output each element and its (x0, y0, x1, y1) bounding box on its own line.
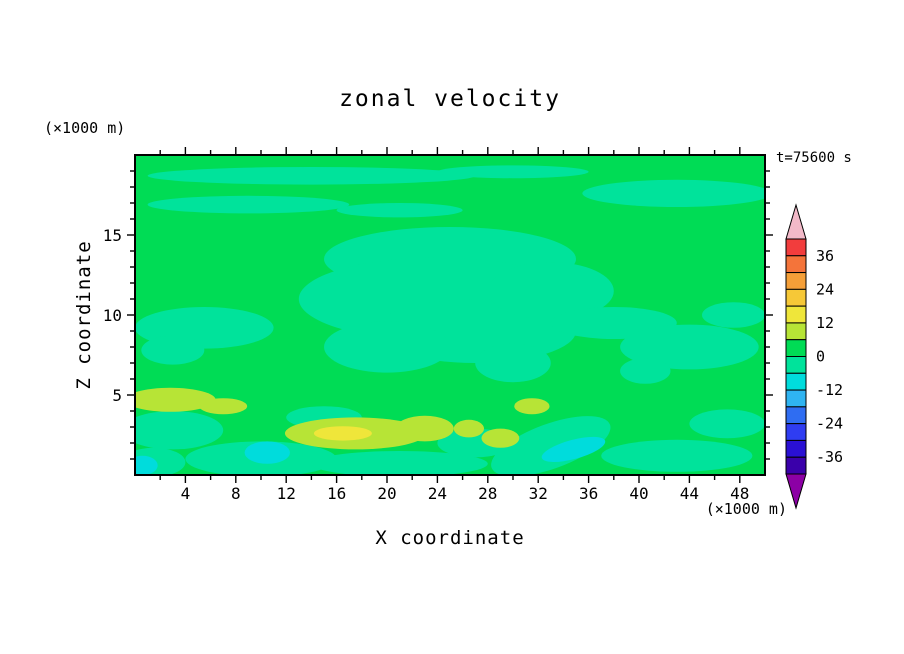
x-axis-title: X coordinate (375, 527, 525, 549)
x-tick-label: 44 (680, 484, 699, 503)
contour-region (147, 167, 476, 185)
y-axis-title: Z coordinate (73, 240, 95, 390)
contour-region (135, 455, 158, 475)
contour-region (475, 343, 551, 383)
colorbar-over-arrow (785, 203, 807, 240)
colorbar-segment (785, 322, 807, 341)
y-tick-label: 5 (112, 386, 122, 405)
contour-region (689, 409, 765, 439)
contour-region (147, 195, 350, 214)
colorbar-segment (785, 372, 807, 391)
colorbar-label: -12 (816, 381, 843, 399)
contour-region (601, 439, 753, 472)
contour-region (395, 415, 454, 442)
contour-region (620, 324, 759, 370)
colorbar-label: 24 (816, 280, 834, 298)
contour-region (336, 203, 463, 218)
colorbar-segment (785, 305, 807, 324)
y-tick-label: 15 (103, 226, 122, 245)
colorbar-segment (785, 456, 807, 475)
colorbar-segment (785, 339, 807, 358)
colorbar-label: 36 (816, 247, 834, 265)
x-tick-label: 8 (231, 484, 241, 503)
colorbar-label: 0 (816, 348, 825, 366)
chart-title: zonal velocity (339, 86, 561, 112)
colorbar-segment (785, 238, 807, 257)
contour-region (514, 398, 550, 415)
colorbar-segment (785, 356, 807, 374)
colorbar-segment (785, 288, 807, 307)
contour-region (141, 335, 205, 365)
contour-region (199, 398, 248, 415)
x-tick-label: 48 (730, 484, 749, 503)
colorbar-segment (785, 406, 807, 425)
colorbar-label: -36 (816, 448, 843, 466)
contour-region (481, 428, 520, 448)
contour-region (491, 416, 611, 475)
contour-region (324, 321, 450, 373)
contour-region (702, 302, 765, 328)
x-tick-label: 24 (428, 484, 447, 503)
y-axis-unit-label: (×1000 m) (44, 119, 126, 137)
x-tick-label: 40 (629, 484, 648, 503)
contour-region (313, 426, 372, 441)
contour-region (135, 387, 216, 412)
colorbar-segment (785, 389, 807, 408)
contour-region (453, 419, 485, 438)
x-tick-label: 12 (277, 484, 296, 503)
x-axis-unit-label: (×1000 m) (705, 500, 787, 518)
x-tick-label: 16 (327, 484, 346, 503)
x-tick-label: 36 (579, 484, 598, 503)
contour-region (311, 451, 488, 475)
colorbar-label: -24 (816, 415, 843, 433)
contour-region (620, 358, 671, 384)
contour-region (437, 165, 589, 179)
x-tick-label: 4 (181, 484, 191, 503)
contour-region (487, 262, 614, 320)
contour-region (541, 436, 606, 462)
colorbar-segment (785, 423, 807, 441)
contour-region (582, 179, 765, 207)
colorbar-label: 12 (816, 314, 834, 332)
colorbar-under-arrow (785, 473, 807, 510)
contour-region (244, 441, 290, 464)
y-tick-label: 10 (103, 306, 122, 325)
colorbar-segment (785, 272, 807, 290)
x-tick-label: 20 (377, 484, 396, 503)
contour-region (135, 411, 224, 450)
x-tick-label: 32 (529, 484, 548, 503)
time-label: t=75600 s (776, 150, 852, 166)
x-tick-label: 28 (478, 484, 497, 503)
colorbar-segment (785, 255, 807, 274)
colorbar-segment (785, 439, 807, 458)
contour-field (135, 155, 765, 475)
